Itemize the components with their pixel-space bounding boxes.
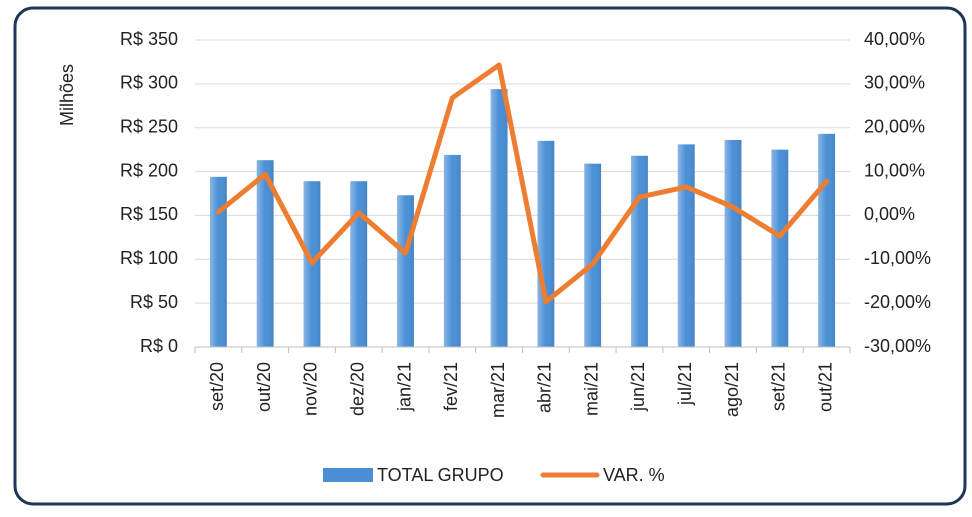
legend-swatch bbox=[323, 468, 373, 482]
y-tick-label: R$ 50 bbox=[130, 292, 178, 312]
bar-shade bbox=[677, 144, 695, 347]
y-tick-label: R$ 200 bbox=[120, 160, 178, 180]
x-tick-label: ago/21 bbox=[722, 362, 742, 417]
y2-tick-label: 10,00% bbox=[864, 160, 925, 180]
x-tick-label: mar/21 bbox=[488, 362, 508, 418]
bar-shade bbox=[443, 154, 461, 347]
y2-tick-label: -20,00% bbox=[864, 292, 931, 312]
bar-shade bbox=[631, 155, 648, 347]
bar-shade bbox=[771, 149, 789, 347]
y2-tick-label: 40,00% bbox=[864, 29, 925, 49]
y-tick-label: R$ 250 bbox=[120, 116, 178, 136]
bar-shade bbox=[209, 176, 227, 347]
y2-tick-label: 20,00% bbox=[864, 116, 925, 136]
bar-shade bbox=[537, 140, 555, 347]
y-axis-label: Milhões bbox=[57, 64, 77, 126]
y2-tick-label: 30,00% bbox=[864, 73, 925, 93]
x-tick-label: fev/21 bbox=[441, 362, 461, 411]
bar-shade bbox=[584, 163, 602, 347]
y2-tick-label: -30,00% bbox=[864, 336, 931, 356]
x-tick-label: dez/20 bbox=[348, 362, 368, 416]
x-tick-label: nov/20 bbox=[301, 362, 321, 416]
x-tick-label: jun/21 bbox=[628, 362, 648, 412]
y-tick-label: R$ 150 bbox=[120, 204, 178, 224]
bar-shade bbox=[818, 133, 836, 347]
y2-tick-label: 0,00% bbox=[864, 204, 915, 224]
chart-frame bbox=[13, 6, 967, 506]
x-tick-label: jul/21 bbox=[675, 362, 695, 406]
x-tick-label: out/20 bbox=[254, 362, 274, 412]
x-tick-label: abr/21 bbox=[535, 362, 555, 413]
y-tick-label: R$ 100 bbox=[120, 248, 178, 268]
x-tick-label: mai/21 bbox=[581, 362, 601, 416]
bar-shade bbox=[256, 160, 274, 347]
bar-shade bbox=[490, 89, 508, 348]
legend-label: VAR. % bbox=[603, 465, 665, 485]
x-tick-label: set/21 bbox=[769, 362, 789, 411]
x-tick-label: set/20 bbox=[207, 362, 227, 411]
x-tick-label: out/21 bbox=[815, 362, 835, 412]
y2-tick-label: -10,00% bbox=[864, 248, 931, 268]
bar-shade bbox=[724, 139, 742, 347]
line bbox=[215, 62, 830, 305]
y-tick-label: R$ 300 bbox=[120, 73, 178, 93]
bar-shade bbox=[397, 195, 414, 347]
y-tick-label: R$ 350 bbox=[120, 29, 178, 49]
x-tick-label: jan/21 bbox=[394, 362, 414, 412]
bar-shade bbox=[350, 181, 368, 347]
legend-label: TOTAL GRUPO bbox=[377, 465, 504, 485]
y-tick-label: R$ 0 bbox=[140, 336, 178, 356]
